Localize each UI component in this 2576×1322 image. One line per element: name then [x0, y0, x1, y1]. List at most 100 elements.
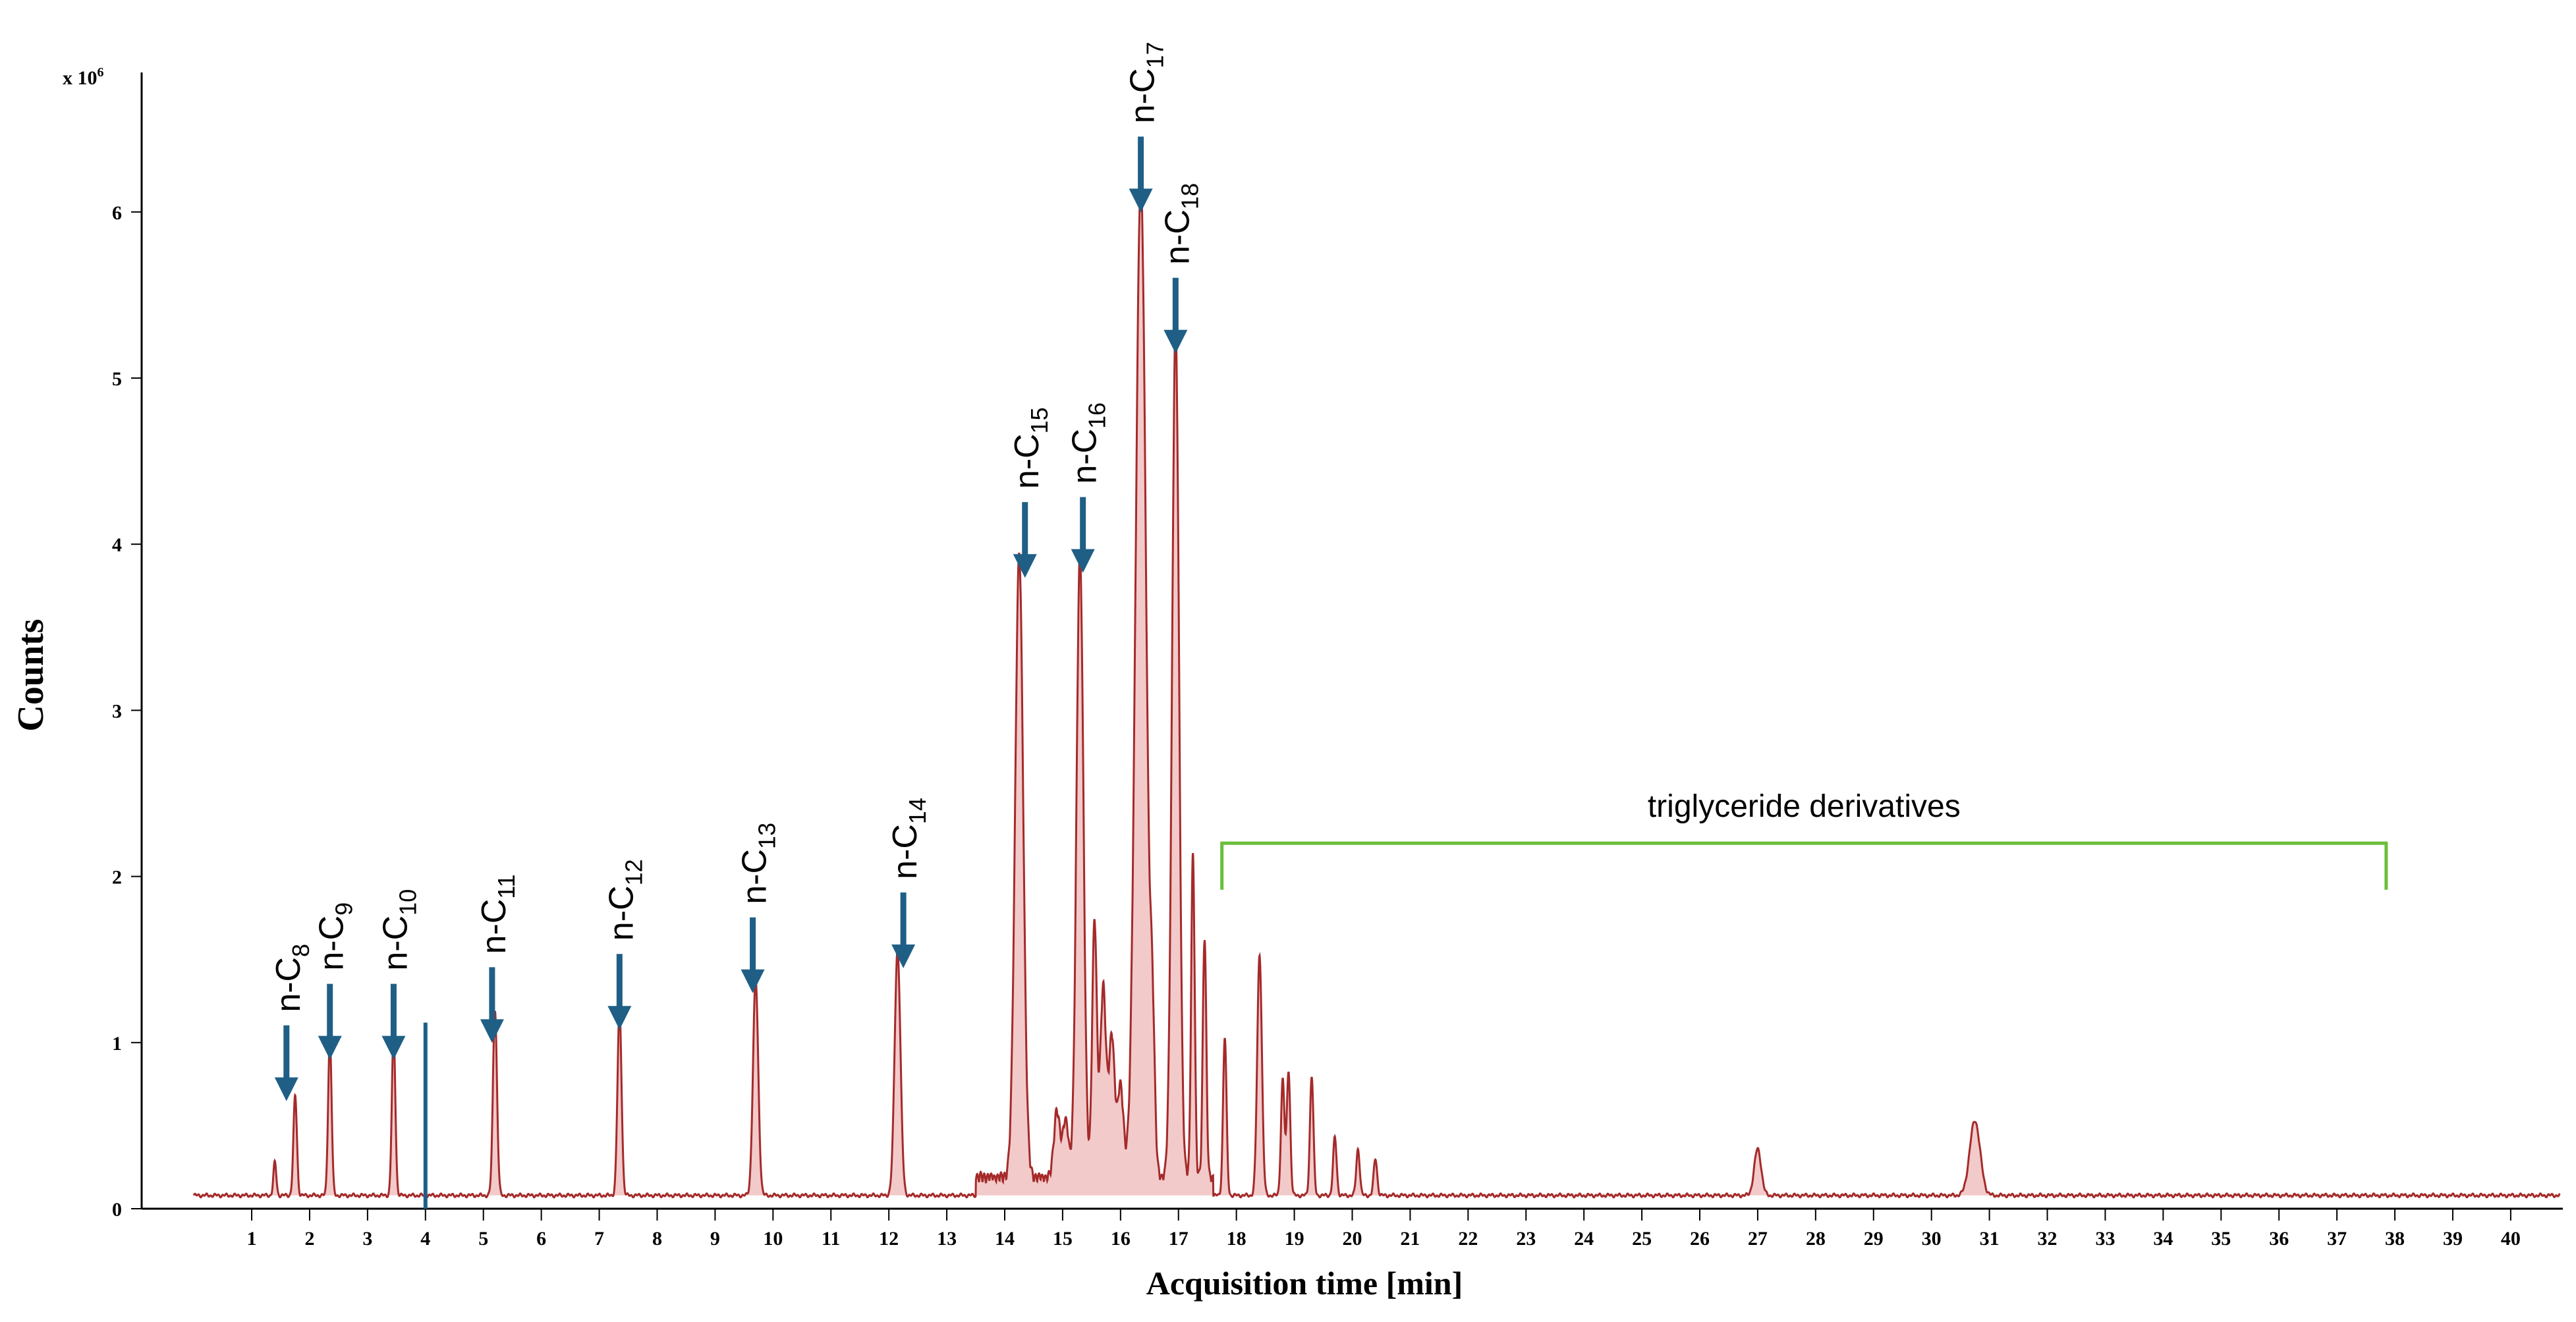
y-multiplier-base: x 10	[63, 67, 98, 89]
x-tick-label: 7	[594, 1228, 604, 1250]
x-tick-label: 34	[2153, 1228, 2173, 1250]
peak-annotation: n-C12	[602, 859, 647, 1030]
annotation-arrow-head	[318, 1035, 342, 1060]
x-tick-label: 23	[1516, 1228, 1536, 1250]
annotation-label-base: n-C	[1008, 433, 1046, 489]
annotation-label-subscript: 18	[1176, 183, 1203, 209]
annotation-label-base: n-C	[376, 916, 414, 971]
annotation-label: n-C12	[602, 859, 647, 941]
x-tick-label: 15	[1053, 1228, 1073, 1250]
peak-annotation: n-C8	[269, 944, 314, 1101]
annotation-arrow-head	[274, 1077, 298, 1101]
x-tick-label: 35	[2211, 1228, 2231, 1250]
annotation-arrow-head	[381, 1035, 406, 1060]
annotation-label-base: n-C	[269, 957, 308, 1012]
peak-annotation: n-C14	[886, 798, 931, 968]
x-tick-label: 16	[1111, 1228, 1131, 1250]
annotation-label: n-C18	[1158, 183, 1203, 265]
annotation-label: n-C13	[736, 823, 781, 904]
x-tick-label: 21	[1400, 1228, 1420, 1250]
x-tick-label: 38	[2385, 1228, 2405, 1250]
annotation-label-base: n-C	[1158, 209, 1196, 265]
annotation-label: n-C8	[269, 944, 314, 1012]
annotation-label-subscript: 9	[331, 902, 358, 916]
peak-annotation: n-C9	[313, 902, 358, 1060]
annotation-label: n-C16	[1066, 402, 1111, 484]
y-tick-label: 6	[112, 202, 122, 224]
x-tick-label: 1	[247, 1228, 257, 1250]
x-tick-label: 17	[1169, 1228, 1189, 1250]
peak-annotation: n-C13	[736, 823, 781, 993]
peak-annotation: n-C17	[1124, 42, 1169, 213]
annotation-label-subscript: 13	[754, 823, 781, 849]
annotation-label-base: n-C	[736, 849, 774, 904]
annotation-label: n-C9	[313, 902, 358, 971]
annotation-label: n-C14	[886, 798, 931, 879]
x-tick-label: 13	[937, 1228, 957, 1250]
peak-annotation: n-C15	[1008, 407, 1053, 578]
x-tick-label: 5	[478, 1228, 488, 1250]
annotation-label-base: n-C	[602, 885, 640, 941]
plot-area	[192, 178, 2561, 1199]
x-axis-title: Acquisition time [min]	[1146, 1265, 1463, 1302]
annotation-label: n-C15	[1008, 407, 1053, 489]
annotation-arrow-head	[1163, 329, 1188, 354]
peak-annotation: n-C18	[1158, 183, 1203, 354]
y-axis: 0 1 2 3 4 5 6	[112, 72, 143, 1221]
x-tick-label: 24	[1574, 1228, 1594, 1250]
x-tick-label: 27	[1748, 1228, 1768, 1250]
annotation-label-subscript: 15	[1026, 407, 1053, 433]
x-tick-label: 25	[1632, 1228, 1652, 1250]
annotation-label-subscript: 17	[1142, 42, 1169, 69]
annotation-label-subscript: 16	[1084, 402, 1111, 429]
x-tick-label: 3	[362, 1228, 372, 1250]
y-tick-label: 2	[112, 867, 122, 889]
annotation-label-base: n-C	[1066, 429, 1104, 484]
peak-annotation: n-C16	[1066, 402, 1111, 573]
annotation-arrow-head	[1013, 554, 1037, 578]
peak-annotations: n-C8n-C9n-C10 n-C11 n-C12 n-C13 n-C14n-C15n-…	[269, 42, 2388, 1209]
x-tick-label: 28	[1806, 1228, 1826, 1250]
x-tick-label: 10	[763, 1228, 783, 1250]
annotation-label-base: n-C	[313, 916, 351, 971]
y-tick-label: 0	[112, 1199, 122, 1221]
chromatogram-fill	[194, 179, 2560, 1198]
annotation-arrow-head	[1129, 188, 1153, 213]
annotation-label-base: n-C	[475, 899, 513, 954]
annotation-arrow-head	[741, 969, 765, 993]
x-tick-label: 12	[879, 1228, 899, 1250]
annotation-label-subscript: 14	[904, 798, 931, 824]
annotation-label-base: n-C	[886, 824, 924, 879]
y-tick-label: 1	[112, 1033, 122, 1055]
annotation-label-subscript: 11	[493, 874, 520, 898]
x-tick-label: 22	[1458, 1228, 1478, 1250]
annotation-label-subscript: 12	[620, 859, 647, 885]
x-tick-label: 11	[822, 1228, 840, 1250]
x-tick-label: 6	[536, 1228, 546, 1250]
bracket-label: triglyceride derivatives	[1648, 789, 1961, 824]
y-tick-label: 4	[112, 534, 122, 556]
x-tick-label: 29	[1864, 1228, 1884, 1250]
y-tick-label: 3	[112, 700, 122, 722]
x-tick-label: 19	[1285, 1228, 1304, 1250]
annotation-label-subscript: 8	[287, 944, 314, 957]
x-tick-label: 39	[2443, 1228, 2463, 1250]
annotation-label: n-C10	[376, 889, 421, 971]
x-tick-label: 37	[2327, 1228, 2347, 1250]
x-tick-label: 36	[2269, 1228, 2289, 1250]
x-tick-label: 4	[420, 1228, 430, 1250]
annotation-arrow-head	[480, 1019, 504, 1043]
annotation-label: n-C11	[475, 874, 520, 954]
x-tick-label: 26	[1690, 1228, 1710, 1250]
x-tick-label: 40	[2501, 1228, 2521, 1250]
chromatogram-trace	[192, 178, 2561, 1199]
annotation-arrow-head	[607, 1006, 632, 1030]
x-tick-label: 33	[2095, 1228, 2115, 1250]
peak-annotation: n-C10	[376, 889, 421, 1060]
x-tick-label: 18	[1227, 1228, 1246, 1250]
annotation-label-subscript: 10	[394, 889, 421, 916]
x-tick-label: 2	[304, 1228, 314, 1250]
x-tick-label: 31	[1980, 1228, 2000, 1250]
annotation-arrow-head	[891, 944, 916, 968]
